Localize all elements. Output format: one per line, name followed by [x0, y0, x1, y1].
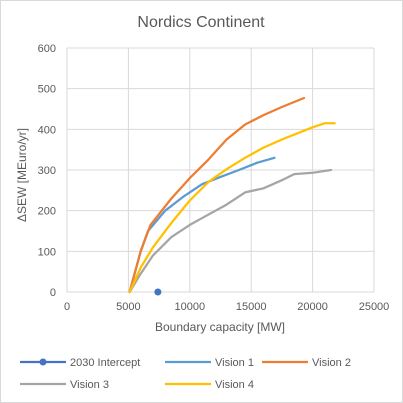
y-tick-label: 100 [38, 246, 56, 258]
point-2030-intercept [154, 288, 162, 296]
y-tick-label: 400 [38, 124, 56, 136]
legend-item-vision-3: Vision 3 [20, 379, 109, 391]
axes: 0 100 200 300 400 500 600 0 5000 10000 15000 20000 2… [38, 43, 390, 313]
y-tick-label: 600 [38, 43, 56, 55]
legend-label-vision-3: Vision 3 [70, 379, 109, 391]
legend-item-vision-4: Vision 4 [165, 379, 254, 391]
legend-item-vision-2: Vision 2 [262, 357, 351, 369]
y-tick-label: 0 [50, 287, 56, 299]
y-axis-title: ΔSEW [MEuro/yr] [15, 128, 29, 222]
y-tick-label: 300 [38, 165, 56, 177]
x-tick-label: 10000 [175, 301, 206, 313]
x-tick-label: 5000 [116, 301, 140, 313]
legend-item-2030-intercept: 2030 Intercept [20, 357, 140, 369]
series-line-vision-2 [128, 96, 306, 294]
legend-label-vision-1: Vision 1 [215, 357, 254, 369]
legend-item-vision-1: Vision 1 [165, 357, 254, 369]
y-tick-label: 500 [38, 84, 56, 96]
legend: 2030 Intercept Vision 1 Vision 2 Vision 3 Vi… [20, 357, 351, 391]
legend-label-vision-4: Vision 4 [215, 379, 254, 391]
legend-marker-2030-intercept [39, 358, 47, 366]
series-line-vision-3 [128, 168, 333, 294]
x-axis-title: Boundary capacity [MW] [155, 320, 285, 334]
chart-title: Nordics Continent [137, 14, 265, 31]
legend-label-2030-intercept: 2030 Intercept [70, 357, 140, 369]
legend-label-vision-2: Vision 2 [312, 357, 351, 369]
x-tick-label: 25000 [359, 301, 390, 313]
gridlines [66, 47, 375, 293]
y-tick-label: 200 [38, 206, 56, 218]
x-tick-label: 0 [64, 301, 70, 313]
x-tick-label: 20000 [297, 301, 328, 313]
series-group [128, 96, 336, 296]
x-tick-label: 15000 [236, 301, 267, 313]
series-line-vision-4 [128, 122, 336, 294]
